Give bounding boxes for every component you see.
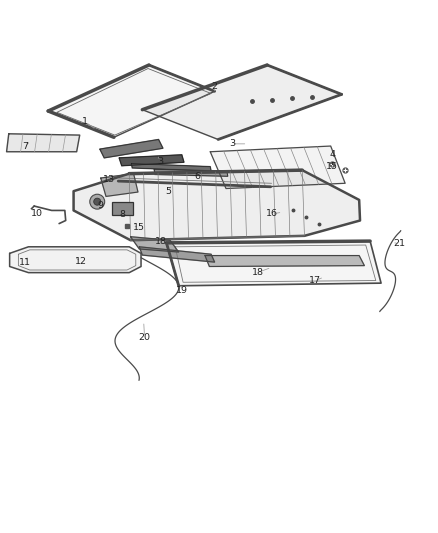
Text: 11: 11 (19, 257, 32, 266)
Polygon shape (48, 65, 215, 138)
Polygon shape (10, 247, 141, 273)
Text: 3: 3 (229, 139, 235, 148)
Text: 17: 17 (309, 276, 321, 285)
Text: 4: 4 (330, 150, 336, 159)
Text: 1: 1 (82, 117, 88, 126)
Polygon shape (154, 169, 228, 176)
Text: 16: 16 (265, 209, 278, 219)
Text: 2: 2 (212, 83, 218, 92)
Text: 19: 19 (176, 286, 188, 295)
Polygon shape (119, 155, 184, 166)
Polygon shape (205, 255, 364, 266)
Polygon shape (131, 237, 179, 252)
Polygon shape (139, 247, 215, 262)
Polygon shape (210, 146, 345, 189)
Text: 15: 15 (326, 162, 338, 171)
FancyBboxPatch shape (112, 201, 133, 215)
Text: 3: 3 (157, 157, 163, 166)
Text: 13: 13 (102, 175, 115, 184)
Text: 10: 10 (31, 208, 43, 217)
Text: 7: 7 (22, 142, 28, 150)
Circle shape (90, 194, 105, 209)
Text: 8: 8 (120, 211, 126, 219)
Text: 20: 20 (138, 333, 151, 342)
Polygon shape (7, 134, 80, 152)
Text: 18: 18 (252, 268, 265, 277)
Polygon shape (166, 241, 381, 286)
Text: 15: 15 (133, 223, 145, 231)
Text: 6: 6 (194, 172, 200, 181)
Circle shape (94, 198, 101, 205)
Text: 21: 21 (393, 239, 406, 248)
Polygon shape (74, 170, 360, 240)
Text: 9: 9 (98, 201, 104, 209)
Polygon shape (100, 140, 163, 158)
Polygon shape (142, 65, 342, 140)
Text: 5: 5 (166, 187, 172, 196)
Text: 12: 12 (75, 257, 87, 266)
Polygon shape (101, 174, 138, 197)
Polygon shape (131, 164, 211, 171)
Text: 18: 18 (155, 237, 167, 246)
